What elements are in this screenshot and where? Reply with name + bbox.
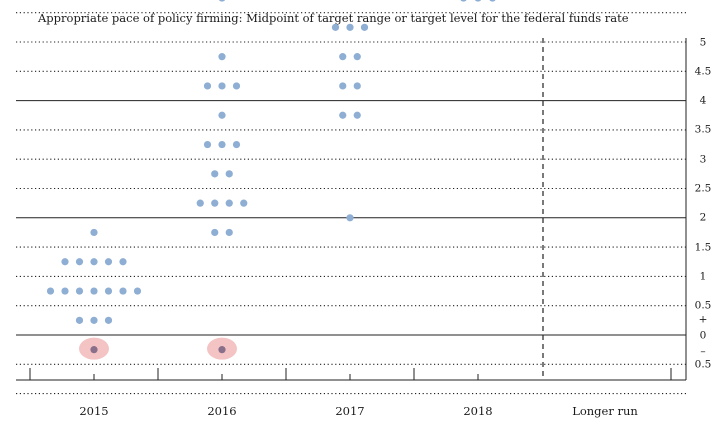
x-category-label: 2018 (463, 404, 492, 418)
y-tick-label: 0.5 (695, 359, 712, 371)
data-dot (346, 23, 354, 31)
y-tick-label: 4 (700, 95, 707, 107)
data-dot (489, 0, 496, 2)
y-tick-label: 4.5 (695, 66, 712, 78)
data-dot (339, 53, 347, 61)
data-dot (104, 258, 113, 266)
data-dot (218, 140, 226, 149)
data-dot (90, 287, 98, 295)
data-dot (353, 82, 361, 90)
data-dot (218, 53, 226, 61)
y-tick-label: 1.5 (695, 242, 712, 254)
data-dot (203, 82, 212, 90)
data-dot (211, 199, 219, 207)
data-dot (90, 316, 98, 324)
data-dot (218, 0, 226, 2)
data-dot (90, 258, 98, 266)
data-dot (240, 199, 248, 207)
data-dot (353, 53, 361, 61)
data-dot (225, 170, 233, 178)
x-category-label: 2015 (79, 404, 108, 418)
y-tick-label: 3 (700, 154, 707, 166)
data-dot (331, 23, 340, 31)
data-dot (232, 140, 241, 149)
y-tick-label: – (700, 346, 705, 358)
data-dot (211, 228, 219, 237)
grid-lines (16, 12, 686, 395)
data-dot (104, 287, 113, 295)
data-dot (46, 287, 55, 295)
data-dot (90, 228, 98, 237)
data-dot (75, 258, 84, 266)
y-tick-label: 3.5 (695, 124, 712, 136)
data-dot (119, 258, 127, 266)
x-category-label: Longer run (572, 404, 638, 418)
highlighted-dot (90, 346, 98, 354)
y-tick-label: 2.5 (695, 183, 712, 195)
x-category-label: 2017 (335, 404, 364, 418)
data-dot (104, 316, 113, 324)
data-dot (119, 287, 127, 295)
highlight-markers (79, 337, 237, 360)
data-dot (353, 111, 361, 119)
y-tick-label: + (699, 314, 708, 326)
x-category-label: 2016 (207, 404, 236, 418)
data-dot (133, 287, 142, 295)
data-dot (339, 82, 347, 90)
data-dot (203, 140, 212, 149)
data-dot (225, 199, 233, 207)
y-tick-label: 5 (700, 37, 707, 49)
data-dot (61, 258, 69, 266)
data-dot (61, 287, 69, 295)
data-dot (75, 287, 84, 295)
data-dot (196, 199, 204, 207)
data-dot (218, 111, 226, 119)
data-dot (474, 0, 482, 2)
data-dot (218, 82, 226, 90)
data-dot (346, 214, 354, 222)
y-tick-label: 2 (700, 212, 707, 224)
y-tick-label: 0.5 (695, 300, 712, 312)
data-dot (232, 82, 241, 90)
data-dot (75, 316, 84, 324)
y-tick-label: 1 (700, 271, 707, 283)
chart-title: Appropriate pace of policy firming: Midp… (37, 11, 629, 25)
highlighted-dot (218, 346, 226, 354)
data-dots (46, 0, 496, 354)
data-dot (360, 23, 369, 31)
data-dot (225, 228, 233, 237)
data-dot (211, 170, 219, 178)
data-dot (339, 111, 347, 119)
y-tick-label: 0 (700, 330, 707, 342)
data-dot (460, 0, 467, 2)
